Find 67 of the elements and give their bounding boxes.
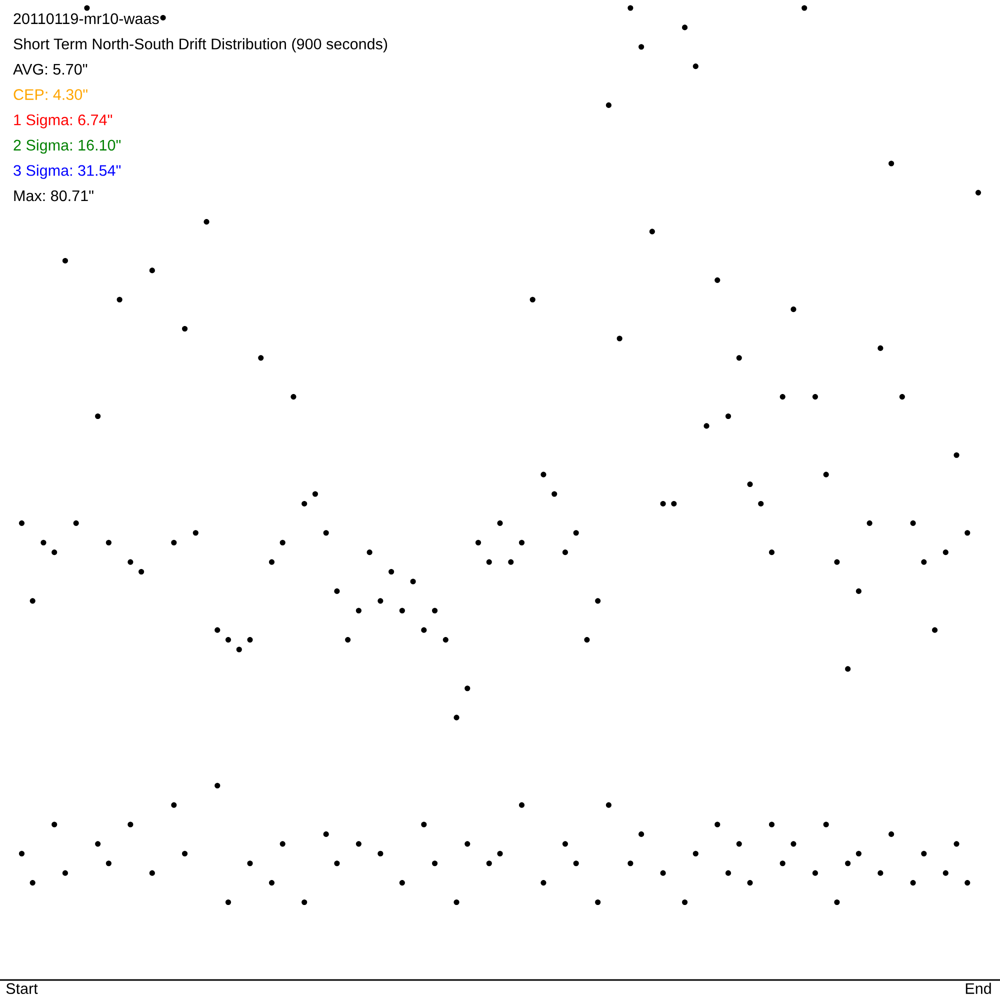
chart-title: 20110119-mr10-waas [14,13,159,24]
point [834,899,840,906]
point [692,850,698,856]
x-tick-label: End [966,982,991,994]
point [910,880,916,886]
point [714,822,720,828]
point [682,899,688,906]
point [573,860,579,866]
point [214,782,220,788]
point [888,831,894,837]
point [823,822,829,828]
point [302,899,308,906]
point [486,860,492,866]
point [171,802,177,808]
point [464,841,470,847]
point [942,870,948,876]
point [747,880,753,886]
point [268,880,275,886]
point [225,899,232,906]
point [562,841,568,847]
annotation: 2 Sigma: 16.10" [14,139,121,154]
x-tick-label: Start [6,983,38,994]
point [812,870,818,876]
point [540,880,546,886]
point [52,822,58,828]
point [638,831,644,837]
point [736,841,742,847]
point [323,831,329,837]
annotation: CEP: 4.30" [14,89,88,100]
point [628,860,634,866]
point [954,841,960,847]
point [921,850,927,856]
point [790,841,796,847]
point [334,860,340,866]
annotation: Max: 80.71" [14,190,94,202]
point [856,850,862,856]
point [182,850,188,856]
point [247,860,253,866]
point [30,880,36,886]
point [378,850,384,856]
point [845,860,851,866]
text: Short Term North-South Drift Distribution (900 seconds) [14,38,388,52]
point [356,841,362,847]
point [399,880,405,886]
point [280,841,286,847]
point [62,870,68,876]
annotation: 1 Sigma: 6.74" [14,114,112,128]
point [497,850,503,856]
point [768,822,775,828]
point [454,899,460,906]
annotation: AVG: 5.70" [13,64,88,75]
point [106,860,112,866]
point [725,870,732,876]
point [95,841,101,847]
point [606,802,612,808]
point [878,870,884,876]
point [780,860,786,866]
point [518,802,525,808]
point [660,870,666,876]
point [964,880,970,886]
point [421,822,427,828]
point [128,822,134,828]
point [149,870,155,876]
point [18,850,25,856]
annotation: 3 Sigma: 31.54" [14,164,121,179]
point [432,860,438,866]
point [595,899,601,906]
